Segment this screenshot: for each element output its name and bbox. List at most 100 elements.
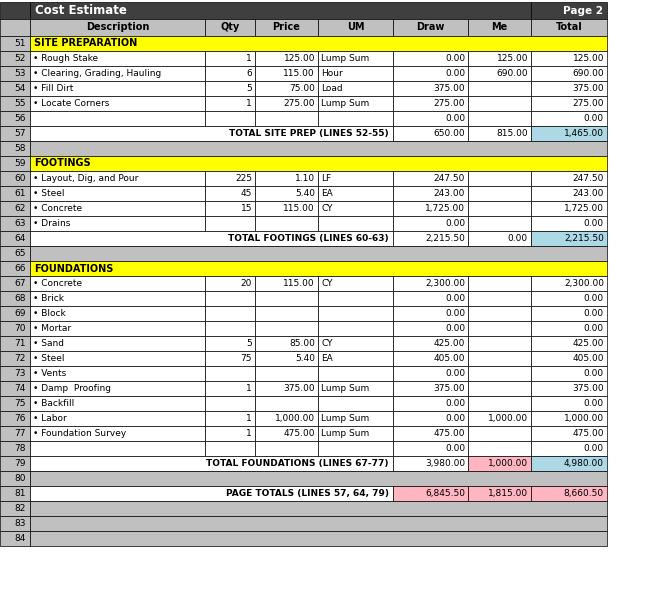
Text: 60: 60 <box>14 174 26 183</box>
Bar <box>0 471 30 486</box>
Bar <box>531 126 607 141</box>
Bar <box>30 261 607 276</box>
Text: • Locate Corners: • Locate Corners <box>33 99 110 108</box>
Bar <box>205 336 255 351</box>
Bar <box>468 381 531 396</box>
Text: 52: 52 <box>15 54 26 63</box>
Bar <box>393 306 468 321</box>
Text: • Block: • Block <box>33 309 66 318</box>
Bar <box>255 19 318 36</box>
Text: 75: 75 <box>14 399 26 408</box>
Bar <box>30 516 607 531</box>
Bar <box>30 336 205 351</box>
Text: 1,465.00: 1,465.00 <box>564 129 604 138</box>
Text: 115.00: 115.00 <box>283 279 315 288</box>
Text: 75.00: 75.00 <box>289 84 315 93</box>
Bar <box>0 246 30 261</box>
Text: Page 2: Page 2 <box>563 5 603 16</box>
Text: 20: 20 <box>241 279 252 288</box>
Bar <box>0 411 30 426</box>
Text: 375.00: 375.00 <box>572 84 604 93</box>
Bar <box>205 171 255 186</box>
Bar <box>393 81 468 96</box>
Bar <box>30 36 607 51</box>
Bar <box>0 126 30 141</box>
Text: 0.00: 0.00 <box>584 219 604 228</box>
Bar <box>30 156 607 171</box>
Bar <box>0 111 30 126</box>
Bar <box>0 306 30 321</box>
Text: • Rough Stake: • Rough Stake <box>33 54 98 63</box>
Bar <box>205 291 255 306</box>
Bar <box>30 381 205 396</box>
Bar <box>531 2 607 19</box>
Text: 84: 84 <box>15 534 26 543</box>
Text: 0.00: 0.00 <box>584 294 604 303</box>
Text: • Backfill: • Backfill <box>33 399 74 408</box>
Text: 375.00: 375.00 <box>433 84 465 93</box>
Text: 115.00: 115.00 <box>283 69 315 78</box>
Bar <box>30 276 205 291</box>
Text: UM: UM <box>347 22 364 33</box>
Text: FOUNDATIONS: FOUNDATIONS <box>34 263 114 274</box>
Text: 1,725.00: 1,725.00 <box>425 204 465 213</box>
Text: 0.00: 0.00 <box>445 54 465 63</box>
Text: 1,000.00: 1,000.00 <box>488 414 528 423</box>
Bar <box>531 276 607 291</box>
Bar <box>205 81 255 96</box>
Bar <box>0 216 30 231</box>
Text: 0.00: 0.00 <box>584 444 604 453</box>
Bar <box>255 216 318 231</box>
Bar <box>531 96 607 111</box>
Bar <box>255 366 318 381</box>
Text: EA: EA <box>321 189 333 198</box>
Text: 0.00: 0.00 <box>445 414 465 423</box>
Bar <box>0 456 30 471</box>
Text: 0.00: 0.00 <box>584 369 604 378</box>
Bar <box>468 456 531 471</box>
Text: 1: 1 <box>246 54 252 63</box>
Text: 62: 62 <box>15 204 26 213</box>
Bar <box>30 396 205 411</box>
Bar <box>0 2 30 19</box>
Bar <box>468 19 531 36</box>
Bar <box>318 81 393 96</box>
Bar <box>468 441 531 456</box>
Text: 225: 225 <box>235 174 252 183</box>
Bar <box>468 96 531 111</box>
Bar <box>0 396 30 411</box>
Text: 63: 63 <box>14 219 26 228</box>
Bar <box>393 51 468 66</box>
Bar <box>531 111 607 126</box>
Bar <box>0 276 30 291</box>
Text: 475.00: 475.00 <box>284 429 315 438</box>
Text: 1: 1 <box>246 429 252 438</box>
Text: 2,300.00: 2,300.00 <box>425 279 465 288</box>
Bar <box>468 351 531 366</box>
Bar <box>393 366 468 381</box>
Text: 83: 83 <box>14 519 26 528</box>
Text: 0.00: 0.00 <box>584 114 604 123</box>
Bar <box>531 426 607 441</box>
Bar <box>468 336 531 351</box>
Text: 275.00: 275.00 <box>573 99 604 108</box>
Text: Load: Load <box>321 84 342 93</box>
Text: 425.00: 425.00 <box>433 339 465 348</box>
Bar <box>318 201 393 216</box>
Text: 71: 71 <box>14 339 26 348</box>
Bar <box>318 276 393 291</box>
Bar <box>255 321 318 336</box>
Bar <box>30 411 205 426</box>
Bar <box>30 351 205 366</box>
Bar <box>318 171 393 186</box>
Bar <box>531 381 607 396</box>
Text: 61: 61 <box>14 189 26 198</box>
Bar <box>30 111 205 126</box>
Text: 1,000.00: 1,000.00 <box>275 414 315 423</box>
Text: Lump Sum: Lump Sum <box>321 99 369 108</box>
Bar <box>255 336 318 351</box>
Bar <box>255 396 318 411</box>
Text: 4,980.00: 4,980.00 <box>564 459 604 468</box>
Bar <box>0 291 30 306</box>
Bar <box>393 426 468 441</box>
